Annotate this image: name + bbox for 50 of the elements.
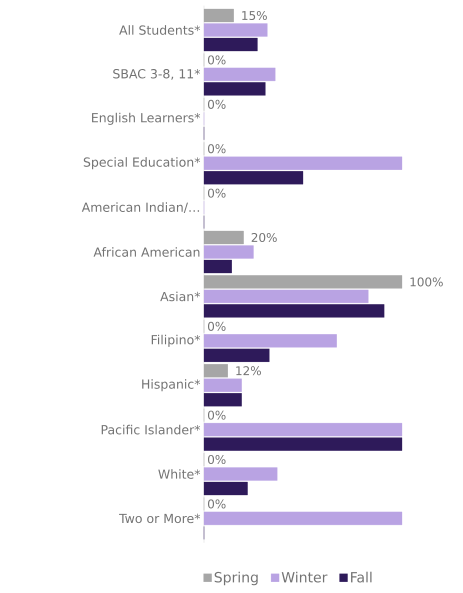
y-tick-label: Hispanic* bbox=[142, 379, 200, 392]
bar bbox=[204, 260, 232, 274]
y-tick-label: All Students* bbox=[119, 25, 200, 35]
bar bbox=[204, 156, 402, 170]
bar bbox=[204, 364, 228, 378]
y-tick-label: American Indian/… bbox=[82, 202, 200, 213]
data-label: 15% bbox=[242, 10, 267, 20]
bar bbox=[204, 245, 254, 259]
data-label: 0% bbox=[208, 410, 226, 420]
data-label: 0% bbox=[208, 454, 226, 464]
bar bbox=[204, 334, 337, 348]
y-tick-label: Two or More* bbox=[119, 514, 200, 524]
data-label: 0% bbox=[208, 55, 226, 64]
data-label: 0% bbox=[208, 499, 226, 508]
bar bbox=[204, 230, 244, 244]
data-label: 0% bbox=[208, 100, 226, 109]
bar bbox=[204, 467, 278, 481]
bar bbox=[204, 82, 266, 96]
bar bbox=[204, 512, 402, 526]
bar bbox=[204, 422, 402, 436]
bar bbox=[204, 304, 384, 318]
legend-label: Fall bbox=[351, 572, 372, 583]
bar bbox=[204, 38, 258, 52]
data-label: 20% bbox=[252, 232, 277, 242]
bar bbox=[204, 393, 242, 406]
y-tick-label: African American bbox=[94, 247, 200, 257]
legend-label: Winter bbox=[282, 572, 328, 583]
data-label: 12% bbox=[236, 366, 261, 376]
y-tick-label: Asian* bbox=[160, 292, 200, 302]
data-label: 0% bbox=[208, 144, 226, 154]
bar bbox=[204, 348, 270, 362]
y-tick-label: SBAC 3-8, 11* bbox=[113, 69, 200, 80]
bar bbox=[204, 275, 402, 289]
bar bbox=[204, 8, 234, 22]
bar bbox=[204, 171, 304, 184]
y-tick-label: English Learners* bbox=[92, 112, 200, 125]
legend-label: Spring bbox=[214, 572, 258, 586]
bar bbox=[204, 437, 402, 451]
y-tick-label: White* bbox=[158, 469, 200, 479]
data-label: 100% bbox=[410, 277, 443, 286]
data-label: 0% bbox=[208, 322, 226, 331]
bar bbox=[204, 290, 368, 304]
bar bbox=[204, 68, 276, 82]
data-label: 0% bbox=[208, 188, 226, 198]
y-tick-label: Pacific Islander* bbox=[102, 424, 200, 434]
bar bbox=[204, 482, 248, 496]
bar bbox=[204, 378, 242, 392]
bar bbox=[204, 23, 268, 37]
y-tick-label: Special Education* bbox=[84, 157, 200, 170]
y-tick-label: Filipino* bbox=[152, 334, 200, 347]
